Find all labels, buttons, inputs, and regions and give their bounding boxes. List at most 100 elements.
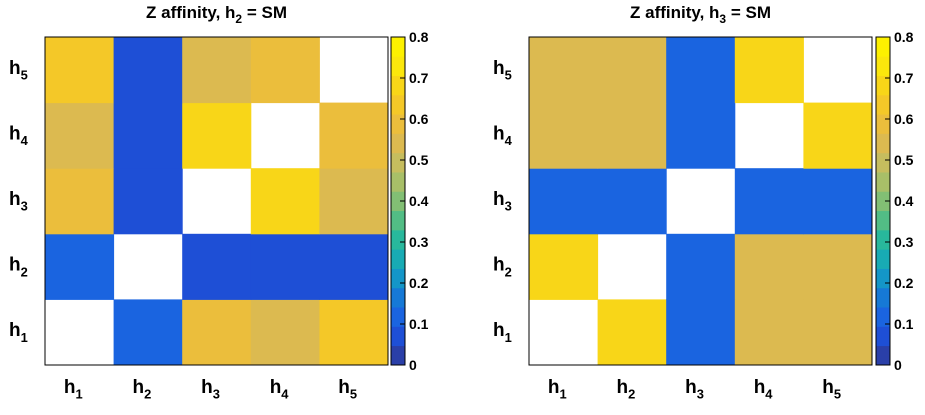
- y-tick-label: h4: [493, 123, 513, 148]
- heatmap-cell: [734, 37, 804, 104]
- colorbar-band: [876, 152, 890, 173]
- colorbar-band: [391, 75, 405, 96]
- heatmap-cell: [250, 299, 320, 366]
- colorbar-band: [876, 133, 890, 154]
- colorbar-tick-label: 0.7: [894, 70, 914, 86]
- colorbar-band: [391, 307, 405, 327]
- heatmap-cell: [529, 102, 599, 169]
- heatmap-cell: [319, 299, 389, 366]
- heatmap-cell: [182, 102, 252, 169]
- y-tick-label: h3: [493, 189, 512, 214]
- heatmap-cell: [182, 299, 252, 366]
- heatmap-cell: [45, 37, 115, 104]
- colorbar-band: [876, 114, 890, 134]
- colorbar-tick-label: 0.3: [409, 234, 429, 250]
- heatmap-cell: [319, 233, 389, 300]
- colorbar-tick-label: 0.8: [409, 29, 429, 45]
- colorbar-tick-label: 0.4: [409, 193, 429, 209]
- colorbar-band: [876, 287, 890, 308]
- colorbar-band: [876, 326, 890, 347]
- colorbar-band: [876, 56, 890, 76]
- colorbar-band: [391, 94, 405, 115]
- colorbar-band: [876, 94, 890, 115]
- colorbar-band: [876, 345, 890, 366]
- colorbar-band: [391, 133, 405, 154]
- heatmap-cell: [803, 299, 873, 366]
- heatmap-cell: [529, 168, 599, 235]
- colorbar-band: [876, 191, 890, 212]
- colorbar-band: [391, 268, 405, 289]
- y-tick-label: h2: [9, 255, 28, 280]
- chart-title: Z affinity, h3 = SM: [630, 3, 771, 26]
- colorbar-band: [876, 249, 890, 269]
- heatmap-cell: [113, 299, 183, 366]
- colorbar-band: [391, 114, 405, 134]
- plot-frame: [44, 36, 389, 366]
- colorbar-band: [391, 152, 405, 173]
- heatmap-cell: [529, 233, 599, 300]
- heatmap-cell: [666, 37, 736, 104]
- y-tick-label: h5: [9, 58, 28, 83]
- heatmap-cell: [734, 233, 804, 300]
- heatmap-cell: [803, 102, 873, 169]
- heatmap-cell: [803, 233, 873, 300]
- x-tick-label: h3: [201, 377, 220, 402]
- colorbar-band: [876, 307, 890, 327]
- colorbar-band: [876, 37, 890, 57]
- colorbar-band: [391, 172, 405, 192]
- colorbar-band: [876, 268, 890, 289]
- y-tick-label: h1: [493, 320, 512, 345]
- heatmap-cell: [113, 168, 183, 235]
- y-tick-label: h4: [9, 123, 29, 148]
- colorbar-band: [876, 210, 890, 231]
- colorbar-band: [876, 172, 890, 192]
- y-tick-label: h2: [493, 255, 512, 280]
- colorbar-tick-label: 0.4: [894, 193, 914, 209]
- colorbar-band: [876, 229, 890, 250]
- colorbar-tick-label: 0.7: [409, 70, 429, 86]
- heatmap-cell: [319, 102, 389, 169]
- heatmap-cell: [666, 102, 736, 169]
- heatmap-cell: [182, 37, 252, 104]
- x-tick-label: h4: [270, 377, 290, 402]
- colorbar-tick-label: 0: [409, 357, 417, 373]
- y-tick-label: h5: [493, 58, 512, 83]
- heatmap-cell: [113, 102, 183, 169]
- x-tick-label: h3: [685, 377, 704, 402]
- heatmap-cell: [250, 168, 320, 235]
- colorbar-tick-label: 0.2: [409, 275, 429, 291]
- colorbar-tick-label: 0.6: [409, 111, 429, 127]
- heatmap-cell: [803, 168, 873, 235]
- x-tick-label: h5: [338, 377, 357, 402]
- heatmap-cell: [113, 37, 183, 104]
- heatmap-cell: [597, 37, 667, 104]
- colorbar-band: [391, 191, 405, 212]
- y-tick-label: h1: [9, 320, 28, 345]
- chart-title: Z affinity, h2 = SM: [146, 3, 287, 26]
- heatmap-cell: [45, 102, 115, 169]
- colorbar-band: [391, 210, 405, 231]
- x-tick-label: h1: [548, 377, 567, 402]
- colorbar-tick-label: 0: [894, 357, 902, 373]
- colorbar-band: [391, 345, 405, 366]
- heatmap-cell: [597, 168, 667, 235]
- heatmap-cell: [597, 102, 667, 169]
- y-tick-label: h3: [9, 189, 28, 214]
- colorbar-tick-label: 0.5: [409, 152, 429, 168]
- heatmap-cell: [666, 299, 736, 366]
- colorbar-band: [391, 326, 405, 347]
- plot-frame: [528, 36, 873, 366]
- x-tick-label: h2: [617, 377, 636, 402]
- heatmap-cell: [319, 168, 389, 235]
- colorbar-tick-label: 0.5: [894, 152, 914, 168]
- heatmap-cell: [597, 299, 667, 366]
- colorbar-band: [391, 287, 405, 308]
- colorbar-tick-label: 0.1: [894, 316, 914, 332]
- heatmap-cell: [666, 233, 736, 300]
- x-tick-label: h1: [64, 377, 83, 402]
- colorbar-band: [391, 56, 405, 76]
- heatmap-cell: [45, 233, 115, 300]
- colorbar-band: [876, 75, 890, 96]
